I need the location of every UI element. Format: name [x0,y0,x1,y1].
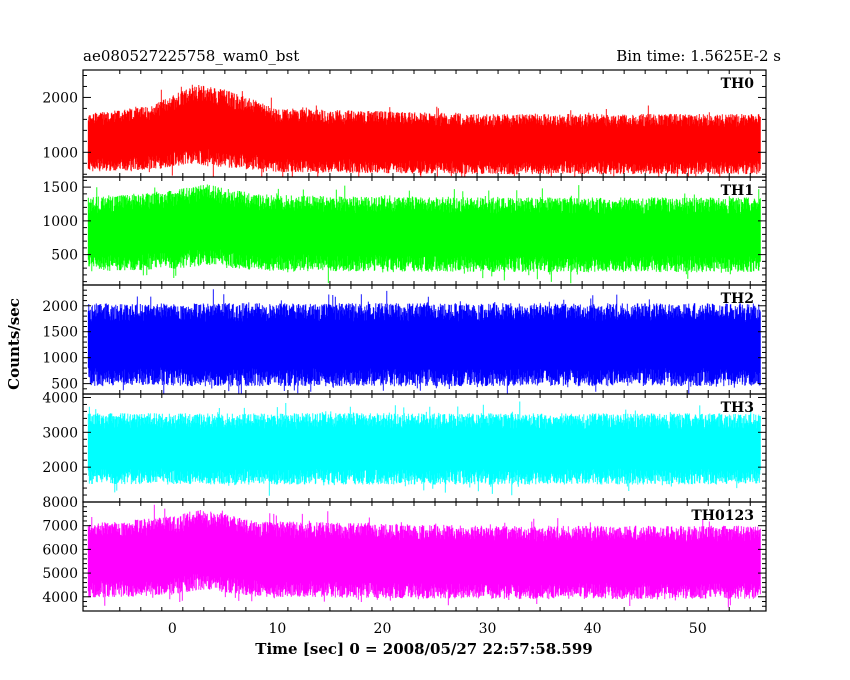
y-tick-label: 500 [51,377,78,393]
series-th3 [87,401,761,496]
y-tick-label: 3000 [42,425,78,441]
x-axis: 0 10 20 30 40 50 [168,621,707,637]
x-axis-label: Time [sec] 0 = 2008/05/27 22:57:58.599 [255,640,592,658]
panel-label-th3: TH3 [721,400,754,416]
panel-th0: 1000 2000 TH0 [42,69,767,178]
y-tick-label: 2000 [42,299,78,315]
y-tick-label: 1000 [42,351,78,367]
y-tick-label: 5000 [42,566,78,582]
y-tick-label: 8000 [42,495,78,511]
y-axis-label: Counts/sec [5,298,23,390]
x-tick-label: 50 [689,621,707,637]
x-tick-label: 40 [584,621,602,637]
y-tick-label: 1500 [42,325,78,341]
chart-title-right: Bin time: 1.5625E-2 s [616,47,781,65]
y-tick-label: 1000 [42,214,78,230]
series-th1 [87,184,761,284]
panel-label-th0: TH0 [721,76,755,92]
panel-frame [82,501,767,612]
panel-th2: 500 1000 1500 2000 TH2 [42,284,767,395]
panel-th3: 2000 3000 4000 TH3 [42,390,767,503]
series-th0123 [87,504,761,608]
series-th0 [87,84,761,177]
panel-label-th1: TH1 [721,183,754,199]
y-tick-label: 500 [51,248,78,264]
y-tick-label: 2000 [42,460,78,476]
panel-label-th2: TH2 [721,291,754,307]
panel-th1: 500 1000 1500 TH1 [42,176,767,286]
y-tick-label: 1000 [42,145,78,161]
series-th2 [87,289,761,394]
chart-title-left: ae080527225758_wam0_bst [83,47,299,65]
x-tick-label: 10 [268,621,286,637]
panel-th0123: 4000 5000 6000 7000 8000 TH0123 [42,495,767,612]
y-tick-label: 4000 [42,390,78,406]
x-tick-label: 30 [479,621,497,637]
y-tick-label: 7000 [42,519,78,535]
x-tick-label: 20 [374,621,392,637]
panels-group: 1000 2000 TH0 500 1000 1500 TH1 500 1000 1500 2000… [42,69,767,612]
panel-label-th0123: TH0123 [691,508,754,524]
y-tick-label: 4000 [42,590,78,606]
x-tick-label: 0 [168,621,177,637]
y-tick-label: 2000 [42,90,78,106]
y-tick-label: 1500 [42,180,78,196]
y-tick-label: 6000 [42,542,78,558]
